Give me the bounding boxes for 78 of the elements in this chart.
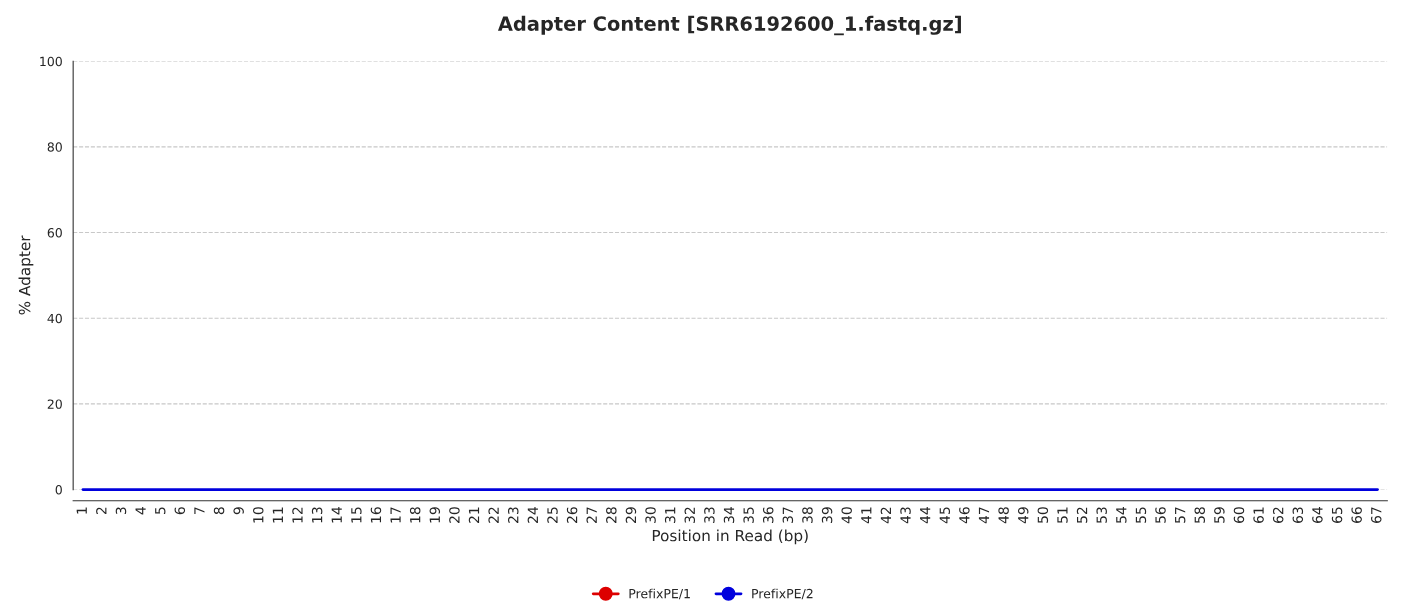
x-tick-label: 36 bbox=[762, 507, 774, 523]
x-tick-label: 11 bbox=[272, 507, 283, 523]
x-tick-label: 59 bbox=[1214, 507, 1225, 523]
y-tick-label: 80 bbox=[47, 142, 62, 152]
x-tick-label: 44 bbox=[920, 507, 931, 524]
x-tick-label: 43 bbox=[900, 507, 911, 524]
x-tick-label: 31 bbox=[664, 507, 676, 523]
x-tick-label: 21 bbox=[468, 507, 480, 523]
x-tick-label: 32 bbox=[684, 507, 696, 523]
x-tick-label: 67 bbox=[1371, 507, 1382, 523]
x-tick-label: 26 bbox=[566, 507, 578, 523]
x-tick-label: 50 bbox=[1037, 507, 1049, 523]
x-tick-label: 14 bbox=[331, 507, 342, 523]
x-tick-label: 57 bbox=[1175, 507, 1186, 523]
x-tick-label: 61 bbox=[1253, 507, 1264, 523]
x-tick-label: 56 bbox=[1155, 507, 1166, 523]
y-axis-title: % Adapter bbox=[18, 235, 34, 315]
x-tick-label: 37 bbox=[782, 507, 794, 523]
x-tick-label: 64 bbox=[1312, 507, 1323, 523]
x-tick-label: 16 bbox=[370, 507, 382, 523]
x-tick-label: 9 bbox=[233, 507, 244, 515]
x-tick-label: 33 bbox=[704, 507, 715, 523]
x-tick-label: 18 bbox=[409, 507, 421, 523]
x-tick-label: 23 bbox=[508, 507, 519, 523]
x-tick-label: 8 bbox=[213, 507, 225, 515]
x-tick-label: 6 bbox=[174, 507, 186, 515]
x-tick-label: 25 bbox=[547, 507, 558, 523]
x-tick-label: 53 bbox=[1096, 507, 1107, 523]
x-tick-label: 52 bbox=[1076, 507, 1088, 523]
x-tick-label: 34 bbox=[723, 507, 735, 523]
x-tick-label: 22 bbox=[488, 507, 499, 523]
y-tick-label: 60 bbox=[47, 228, 62, 238]
x-tick-label: 49 bbox=[1017, 507, 1029, 524]
x-tick-label: 48 bbox=[998, 507, 1009, 524]
x-tick-label: 28 bbox=[606, 507, 617, 523]
y-tick-label: 100 bbox=[40, 56, 62, 67]
x-tick-label: 47 bbox=[978, 507, 990, 524]
legend-label: PrefixPE/1 bbox=[629, 588, 690, 600]
x-tick-label: 40 bbox=[841, 507, 852, 524]
x-tick-label: 15 bbox=[351, 507, 362, 523]
x-tick-label: 63 bbox=[1292, 507, 1304, 523]
x-tick-label: 42 bbox=[880, 507, 891, 524]
x-axis-title: Position in Read (bp) bbox=[652, 529, 808, 545]
x-tick-label: 45 bbox=[939, 507, 951, 524]
x-tick-label: 41 bbox=[861, 507, 872, 524]
x-tick-label: 46 bbox=[959, 507, 970, 524]
y-tick-label: 0 bbox=[55, 485, 62, 495]
x-tick-label: 5 bbox=[155, 507, 166, 515]
x-tick-label: 29 bbox=[625, 507, 637, 523]
legend-label: PrefixPE/2 bbox=[752, 588, 813, 600]
x-tick-label: 39 bbox=[821, 507, 833, 523]
x-tick-label: 65 bbox=[1331, 507, 1343, 523]
x-tick-label: 13 bbox=[311, 507, 323, 523]
x-tick-label: 1 bbox=[76, 507, 87, 514]
x-tick-label: 19 bbox=[429, 507, 441, 523]
x-tick-label: 51 bbox=[1057, 507, 1068, 523]
x-tick-label: 2 bbox=[96, 507, 107, 515]
x-tick-label: 27 bbox=[586, 507, 597, 523]
x-tick-label: 55 bbox=[1135, 507, 1147, 523]
y-tick-label: 40 bbox=[47, 313, 62, 324]
y-tick-label: 20 bbox=[47, 399, 62, 409]
x-tick-label: 54 bbox=[1116, 507, 1127, 523]
chart-title: Adapter Content [SRR6192600_1.fastq.gz] bbox=[497, 15, 961, 36]
x-tick-label: 7 bbox=[194, 507, 205, 514]
x-tick-label: 38 bbox=[802, 507, 813, 523]
x-tick-label: 60 bbox=[1233, 507, 1245, 523]
x-tick-label: 66 bbox=[1351, 507, 1362, 523]
x-tick-label: 4 bbox=[135, 507, 146, 515]
x-tick-label: 17 bbox=[390, 507, 401, 523]
x-tick-label: 35 bbox=[743, 507, 754, 523]
x-tick-label: 24 bbox=[527, 507, 538, 523]
x-tick-label: 12 bbox=[292, 507, 303, 523]
x-tick-label: 20 bbox=[449, 507, 460, 523]
x-tick-label: 62 bbox=[1272, 507, 1284, 523]
x-tick-label: 30 bbox=[645, 507, 656, 523]
x-tick-label: 3 bbox=[115, 507, 127, 515]
x-tick-label: 10 bbox=[253, 507, 264, 523]
x-tick-label: 58 bbox=[1194, 507, 1205, 523]
